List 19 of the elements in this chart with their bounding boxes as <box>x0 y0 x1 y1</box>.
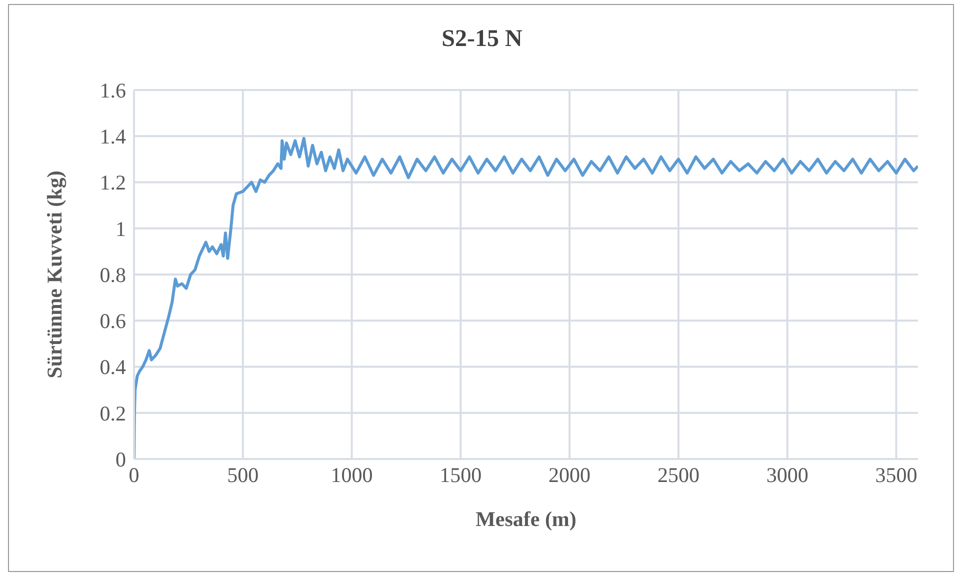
x-tick-label: 1000 <box>330 462 373 487</box>
y-axis-title: Sürtünme Kuvveti (kg) <box>42 170 66 378</box>
y-tick-label: 0.8 <box>100 262 126 287</box>
x-tick-label: 3000 <box>766 462 808 487</box>
x-tick-label: 3500 <box>875 462 918 487</box>
y-tick-label: 0.2 <box>100 401 126 426</box>
x-axis-title: Mesafe (m) <box>476 506 576 531</box>
y-tick-label: 0.4 <box>100 355 126 380</box>
x-tick-label: 500 <box>227 462 259 487</box>
chart-title: S2-15 N <box>440 26 524 53</box>
y-tick-label: 1.4 <box>100 124 126 149</box>
x-tick-label: 1500 <box>440 462 482 487</box>
y-tick-label: 0.6 <box>100 309 126 334</box>
x-tick-label: 2000 <box>548 462 591 487</box>
y-tick-label: 1.2 <box>100 170 126 195</box>
y-tick-label: 1 <box>116 216 126 241</box>
x-tick-label: 2500 <box>657 462 700 487</box>
y-tick-label: 0 <box>116 447 126 472</box>
y-tick-label: 1.6 <box>100 78 126 102</box>
